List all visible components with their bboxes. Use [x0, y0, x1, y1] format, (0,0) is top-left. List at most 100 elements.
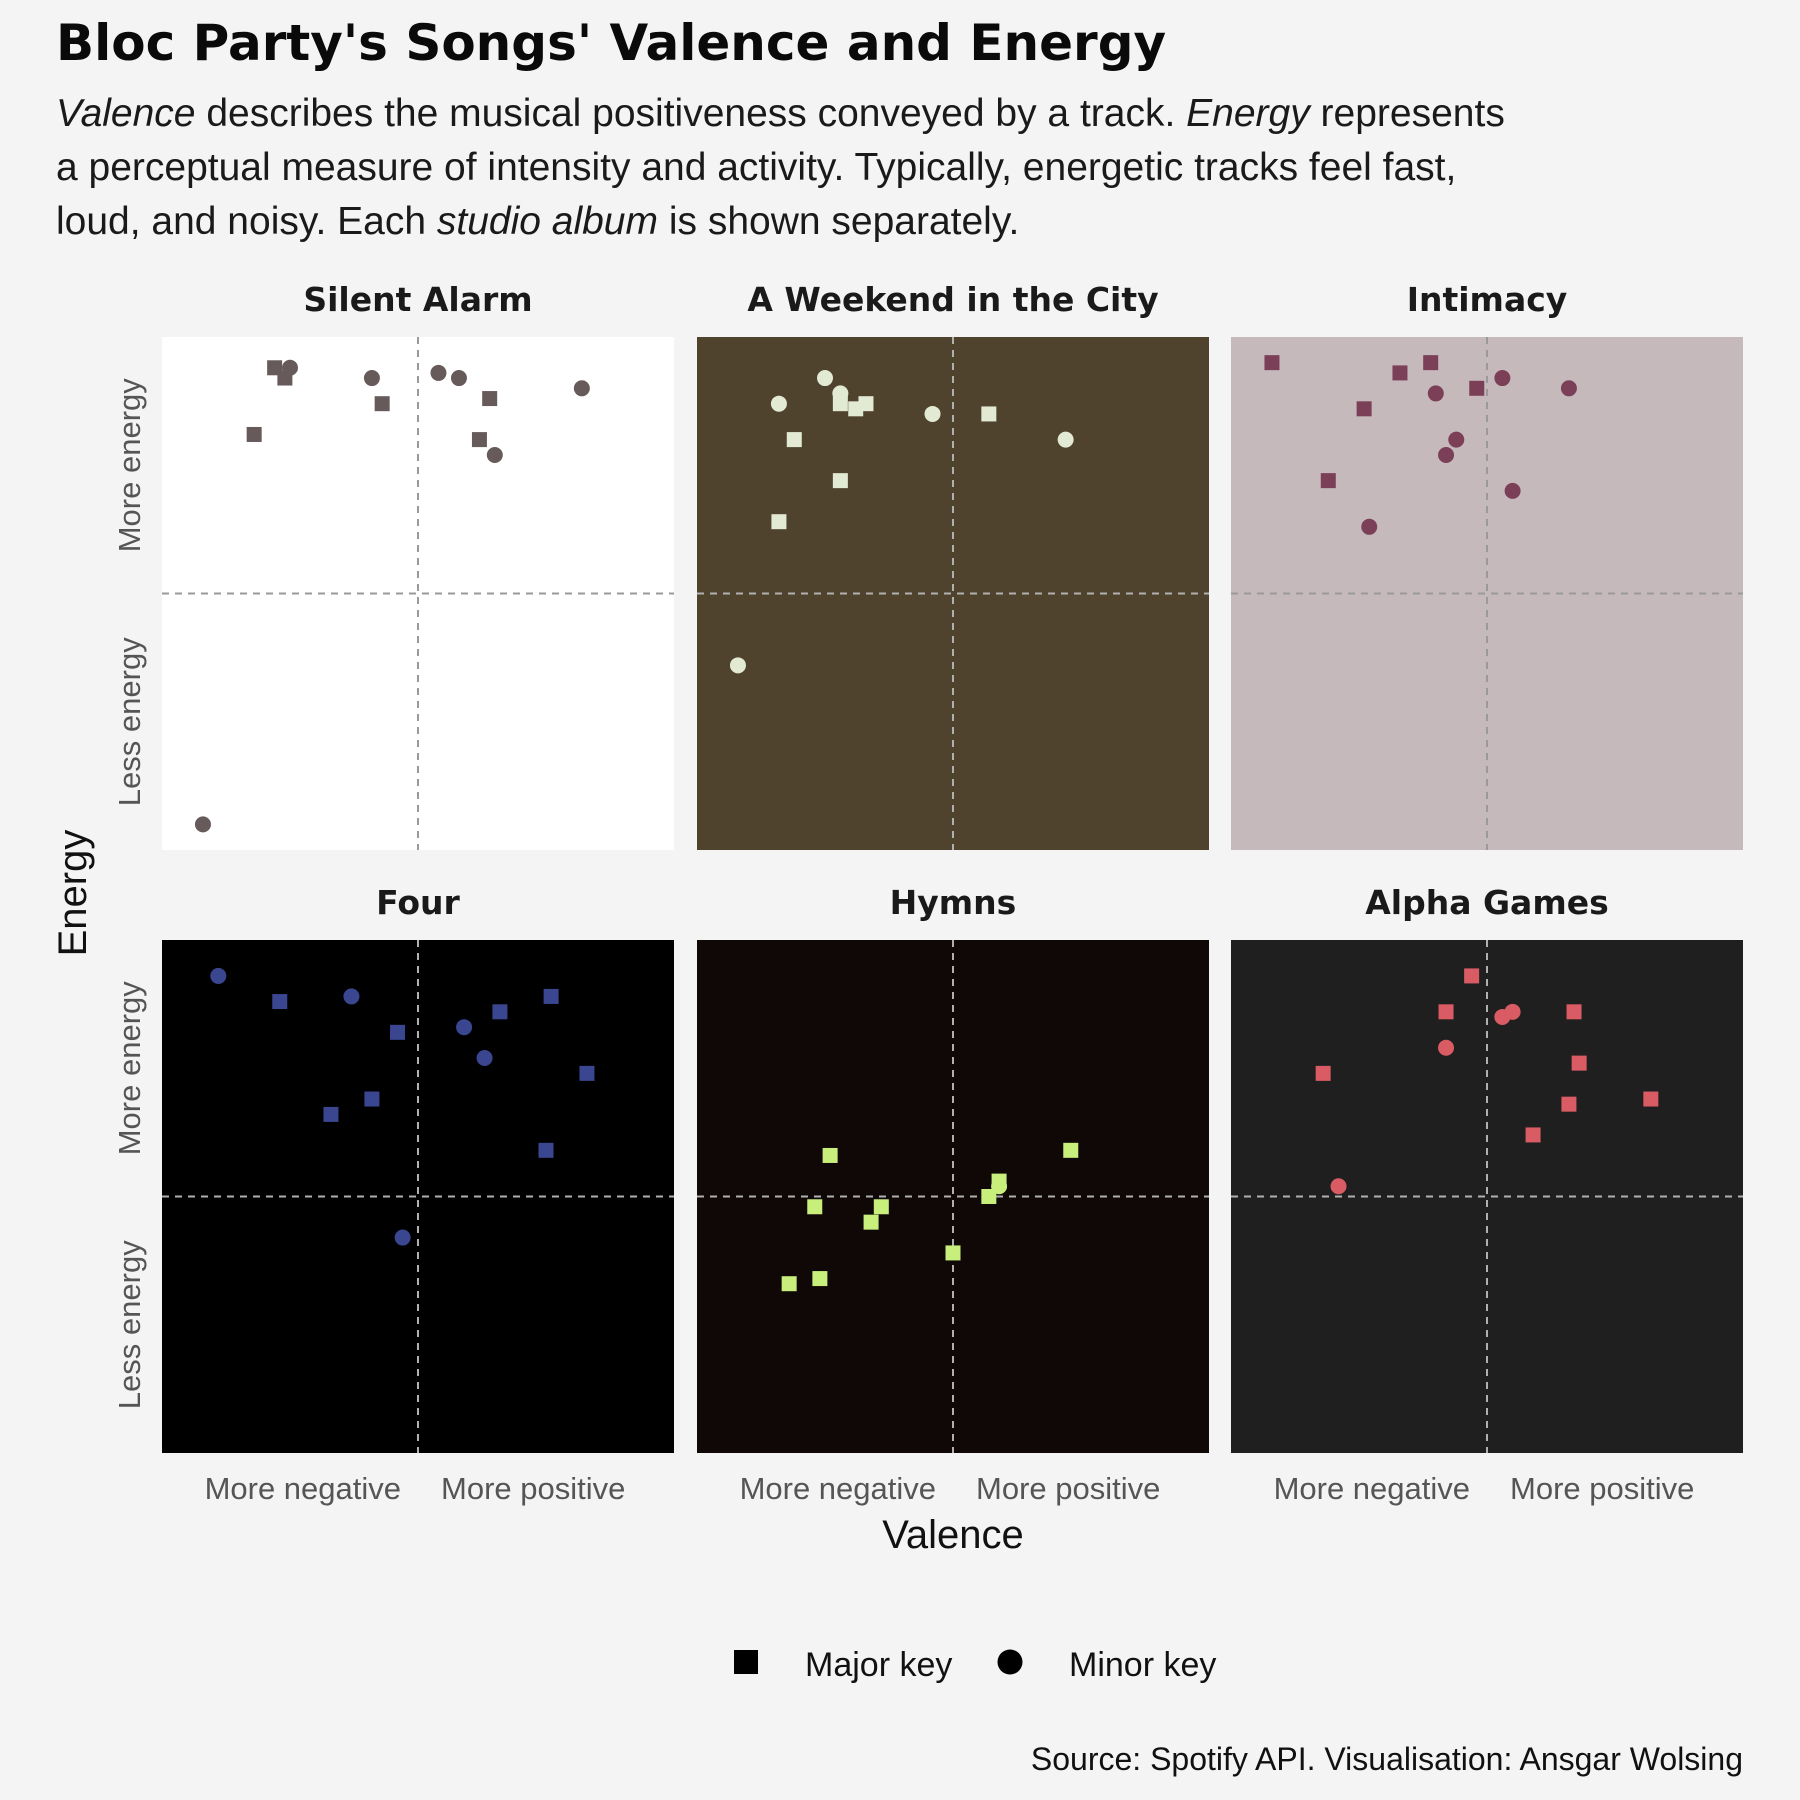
subtitle-line: Valence describes the musical positivene…	[56, 92, 1505, 135]
x-tick-label: More positive	[441, 1471, 625, 1506]
x-axis-label: Valence	[882, 1513, 1024, 1557]
major-key-point	[1063, 1142, 1079, 1158]
major-key-point	[538, 1142, 554, 1158]
minor-key-point	[1427, 385, 1444, 402]
major-key-point	[246, 426, 262, 442]
facet-grid: Silent Alarm Less energy More energy A Week…	[112, 280, 1743, 1506]
major-key-point	[390, 1024, 406, 1040]
facet-background	[697, 940, 1209, 1453]
y-tick-label: More energy	[112, 981, 147, 1156]
subtitle-segment: represents	[1310, 92, 1505, 135]
major-key-point	[374, 396, 390, 412]
facet-title: Four	[376, 883, 460, 922]
y-axis-label: Energy	[51, 830, 95, 957]
major-key-point	[492, 1004, 508, 1020]
major-key-point	[1320, 473, 1336, 489]
major-key-point	[471, 432, 487, 448]
major-key-point	[1566, 1004, 1582, 1020]
major-key-point	[832, 396, 848, 412]
facet-background	[1231, 940, 1743, 1453]
subtitle-segment: describes the musical positiveness conve…	[196, 92, 1187, 135]
facet-title: Hymns	[890, 883, 1017, 922]
major-key-point	[1469, 380, 1485, 396]
axis-labels: Valence Energy	[51, 830, 1024, 1557]
minor-key-point	[1560, 380, 1577, 397]
major-key-point	[323, 1106, 339, 1122]
y-tick-label: Less energy	[112, 637, 147, 806]
subtitle-segment: loud, and noisy. Each	[56, 200, 437, 243]
legend-minor-label: Minor key	[1069, 1646, 1216, 1684]
x-tick-label: More negative	[740, 1471, 936, 1506]
major-key-point	[781, 1276, 797, 1292]
minor-key-point	[770, 395, 787, 412]
major-key-point	[812, 1271, 828, 1287]
major-key-point	[863, 1214, 879, 1230]
major-key-point	[981, 1189, 997, 1204]
major-key-point	[1356, 401, 1372, 417]
major-key-point	[1464, 968, 1480, 984]
x-tick-label: More positive	[1510, 1471, 1694, 1506]
major-key-point	[1438, 1004, 1454, 1020]
minor-key-point	[282, 359, 298, 376]
minor-key-point	[1361, 518, 1378, 535]
minor-key-point	[1057, 431, 1074, 448]
minor-key-point	[476, 1049, 493, 1066]
minor-key-point	[456, 1019, 473, 1036]
facet-panel: Intimacy	[1231, 280, 1743, 850]
minor-key-point	[1494, 370, 1511, 387]
minor-key-point	[363, 370, 380, 387]
x-tick-label: More positive	[976, 1471, 1160, 1506]
subtitle-line: loud, and noisy. Each studio album is sh…	[56, 200, 1019, 243]
chart-caption: Source: Spotify API. Visualisation: Ansg…	[1031, 1741, 1743, 1777]
facet-background	[162, 337, 674, 850]
x-tick-label: More negative	[1274, 1471, 1470, 1506]
major-key-point	[771, 514, 787, 530]
major-key-point	[981, 406, 997, 422]
facet-title: A Weekend in the City	[747, 280, 1158, 319]
facet-panel: Silent Alarm Less energy More energy	[112, 280, 674, 850]
minor-key-point	[430, 364, 447, 381]
minor-key-point	[1438, 446, 1455, 463]
x-tick-label: More negative	[205, 1471, 401, 1506]
minor-key-point	[1330, 1178, 1347, 1195]
major-key-point	[807, 1199, 823, 1215]
minor-key-point	[394, 1229, 411, 1246]
legend-major-label: Major key	[805, 1646, 952, 1684]
major-key-point	[873, 1199, 889, 1215]
major-key-point	[786, 432, 802, 448]
major-key-point	[579, 1065, 595, 1081]
major-key-point	[1264, 355, 1280, 371]
subtitle-segment: is shown separately.	[658, 200, 1019, 243]
subtitle-segment: a perceptual measure of intensity and ac…	[56, 146, 1456, 189]
facet-background	[1231, 337, 1743, 850]
facet-title: Intimacy	[1407, 280, 1568, 319]
major-key-point	[858, 396, 874, 412]
major-key-point	[822, 1147, 838, 1163]
minor-key-point	[1448, 431, 1465, 448]
minor-key-point	[343, 988, 360, 1005]
major-key-point	[945, 1245, 961, 1261]
major-key-point	[1423, 355, 1439, 371]
minor-key-point	[486, 446, 503, 463]
major-key-point	[1315, 1065, 1331, 1081]
minor-key-point	[1494, 1008, 1511, 1025]
major-key-point	[1643, 1091, 1659, 1107]
minor-key-point	[210, 967, 227, 984]
shape-legend: Major key Minor key	[734, 1646, 1216, 1684]
minor-key-point	[817, 370, 833, 387]
major-key-point	[364, 1091, 380, 1107]
y-tick-label: Less energy	[112, 1240, 147, 1409]
facet-panel: A Weekend in the City	[697, 280, 1209, 850]
major-key-point	[1525, 1127, 1541, 1143]
major-key-point	[832, 473, 848, 489]
major-key-point	[543, 988, 559, 1004]
minor-key-point	[573, 380, 590, 397]
facet-title: Alpha Games	[1365, 883, 1609, 922]
subtitle-line: a perceptual measure of intensity and ac…	[56, 146, 1456, 189]
major-key-point	[482, 391, 498, 407]
subtitle-segment: Energy	[1186, 92, 1312, 135]
facet-background	[162, 940, 674, 1453]
minor-key-point	[1504, 482, 1521, 499]
subtitle-segment: Valence	[56, 92, 196, 135]
